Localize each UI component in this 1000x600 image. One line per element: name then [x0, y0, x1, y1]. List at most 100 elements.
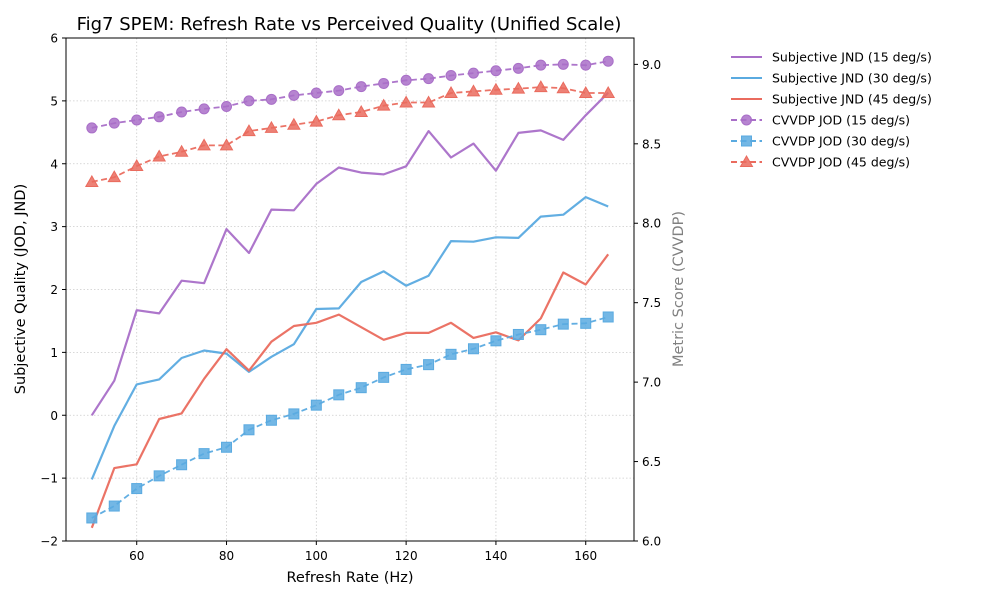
y-tick-label: 3 — [50, 220, 58, 234]
data-point — [602, 55, 614, 67]
legend-item: Subjective JND (30 deg/s) — [731, 71, 932, 86]
data-point — [86, 122, 98, 134]
data-point — [310, 87, 322, 99]
data-point — [490, 335, 502, 347]
data-point — [221, 441, 233, 453]
data-point — [107, 170, 122, 183]
y-right-tick-label: 9.0 — [642, 58, 661, 72]
data-point — [511, 81, 526, 94]
data-point — [490, 65, 502, 77]
series-layer — [84, 55, 616, 529]
data-point — [265, 414, 277, 426]
data-point — [176, 459, 188, 471]
data-point — [535, 59, 547, 71]
y-axis-right: 6.0 6.5 7.0 7.5 8.0 8.5 9.0 — [634, 58, 661, 549]
data-point — [152, 149, 167, 162]
y-right-tick-label: 6.5 — [642, 455, 661, 469]
data-point — [333, 85, 345, 97]
data-point — [421, 95, 436, 108]
y-tick-label: 2 — [50, 283, 58, 297]
legend-label: Subjective JND (45 deg/s) — [772, 92, 932, 107]
legend-item: Subjective JND (45 deg/s) — [731, 92, 932, 107]
y-tick-label: −1 — [40, 472, 58, 486]
data-point — [174, 144, 189, 157]
data-point — [131, 114, 143, 126]
data-point — [129, 159, 144, 172]
data-point — [198, 448, 210, 460]
data-point — [333, 389, 345, 401]
legend-marker — [741, 135, 752, 147]
y-right-tick-label: 8.5 — [642, 137, 661, 151]
data-point — [221, 100, 233, 112]
data-point — [264, 120, 279, 133]
series-cvvdp-jod-15-deg-s — [86, 55, 614, 134]
data-point — [444, 85, 458, 98]
legend-marker — [741, 114, 752, 126]
y-tick-label: −2 — [40, 535, 58, 549]
data-point — [288, 408, 300, 420]
legend-label: Subjective JND (30 deg/s) — [772, 71, 932, 86]
data-point — [466, 84, 481, 97]
legend-marker — [739, 154, 754, 167]
legend-label: CVVDP JOD (15 deg/s) — [772, 113, 910, 128]
data-point — [423, 73, 435, 85]
series-cvvdp-jod-45-deg-s — [84, 80, 616, 187]
data-point — [131, 483, 143, 495]
data-point — [310, 399, 322, 411]
legend-label: Subjective JND (15 deg/s) — [772, 50, 932, 65]
data-point — [580, 59, 592, 71]
legend-label: CVVDP JOD (30 deg/s) — [772, 134, 910, 149]
data-point — [197, 138, 211, 151]
y-tick-label: 4 — [50, 157, 58, 171]
y-right-tick-label: 7.0 — [642, 376, 661, 390]
series-line — [90, 91, 609, 416]
data-point — [578, 85, 593, 98]
data-point — [467, 343, 479, 355]
chart-title: Fig7 SPEM: Refresh Rate vs Perceived Qua… — [77, 14, 622, 35]
data-point — [400, 363, 412, 375]
y-axis-left: −2 −1 0 1 2 3 4 5 6 — [40, 32, 66, 549]
data-point — [400, 74, 412, 86]
data-point — [467, 67, 479, 79]
data-point — [376, 98, 391, 111]
data-point — [489, 82, 503, 95]
data-point — [602, 311, 614, 323]
x-tick-label: 140 — [484, 549, 507, 563]
series-line — [91, 60, 609, 129]
data-point — [355, 81, 367, 93]
series-subjective-jnd-30-deg-s — [90, 196, 609, 480]
data-point — [512, 328, 524, 340]
data-point — [287, 117, 301, 130]
data-point — [86, 512, 98, 524]
series-cvvdp-jod-30-deg-s — [86, 311, 614, 524]
y-tick-label: 1 — [50, 346, 58, 360]
data-point — [265, 93, 277, 105]
y-tick-label: 0 — [50, 409, 58, 423]
data-point — [153, 470, 165, 482]
legend-item: Subjective JND (15 deg/s) — [731, 50, 932, 65]
data-point — [512, 62, 524, 74]
x-tick-label: 80 — [219, 549, 234, 563]
data-point — [153, 111, 165, 123]
data-point — [331, 108, 346, 121]
data-point — [309, 114, 324, 127]
data-point — [399, 95, 413, 108]
y-axis-label-right: Metric Score (CVVDP) — [671, 211, 687, 367]
data-point — [243, 95, 255, 107]
data-point — [580, 317, 592, 329]
y-right-tick-label: 6.0 — [642, 535, 661, 549]
data-point — [198, 103, 210, 115]
data-point — [378, 371, 390, 383]
data-point — [445, 69, 457, 81]
series-subjective-jnd-15-deg-s — [90, 91, 609, 416]
legend-label: CVVDP JOD (45 deg/s) — [772, 155, 910, 170]
y-tick-label: 5 — [50, 94, 58, 108]
data-point — [354, 105, 369, 118]
data-point — [288, 89, 300, 101]
y-axis-label-left: Subjective Quality (JOD, JND) — [13, 184, 29, 394]
data-point — [533, 80, 548, 93]
x-tick-label: 100 — [305, 549, 328, 563]
series-line — [91, 86, 609, 183]
legend-item: CVVDP JOD (15 deg/s) — [731, 113, 910, 128]
